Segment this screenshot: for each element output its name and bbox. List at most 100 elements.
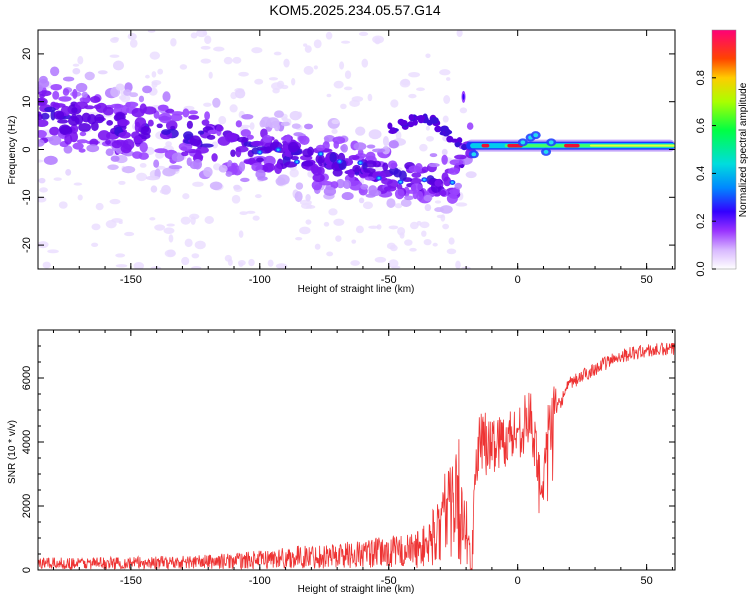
spectral-speckle: [374, 256, 387, 263]
spectral-speckle: [295, 236, 303, 241]
spectral-blob: [341, 192, 354, 201]
spectral-blob: [352, 164, 361, 173]
spectral-blob: [38, 90, 52, 97]
spectral-blob: [274, 163, 283, 175]
spectral-speckle: [335, 235, 342, 242]
spectral-blob: [168, 165, 183, 170]
narrowband-blob-core: [520, 140, 526, 145]
spectral-blob: [178, 142, 193, 152]
spectral-blob: [233, 184, 241, 190]
spectral-speckle: [163, 227, 175, 235]
spectral-blob: [360, 183, 369, 190]
spectral-blob: [382, 146, 391, 155]
spectral-blob: [293, 132, 304, 137]
spectral-blob: [115, 83, 125, 91]
spectral-blob: [50, 110, 56, 121]
spectral-hotspot-core: [319, 152, 323, 156]
spectral-blob: [372, 148, 386, 153]
spectral-speckle: [446, 248, 457, 255]
spectral-speckle: [442, 115, 449, 123]
spectral-blob: [282, 144, 290, 152]
y-tick-label: 10: [21, 96, 33, 108]
spectral-blob: [312, 166, 322, 176]
spectrogram-y-ticks: -20 -10 0 10 20: [21, 48, 675, 253]
spectral-blob: [241, 114, 254, 120]
spectral-branch-blob: [388, 129, 397, 134]
spectral-blob: [353, 142, 367, 151]
spectral-blob: [355, 126, 366, 136]
spectral-speckle: [190, 32, 198, 39]
spectral-speckle: [389, 244, 398, 252]
spectral-speckle: [180, 216, 191, 225]
spectral-speckle: [191, 253, 200, 259]
spectral-blob: [89, 96, 101, 103]
spectral-speckle: [448, 237, 455, 245]
spectral-blob: [330, 181, 339, 189]
spectral-blob: [140, 126, 152, 136]
spectral-speckle: [333, 80, 344, 89]
spectral-speckle: [305, 219, 312, 225]
spectral-blob: [332, 168, 343, 177]
spectral-blob: [434, 207, 444, 213]
spectral-blob: [368, 129, 382, 140]
spectral-speckle: [339, 61, 345, 70]
spectral-speckle: [455, 260, 461, 269]
spectral-blob: [154, 148, 168, 154]
spectral-hotspot-core: [422, 178, 426, 181]
spectral-speckle: [39, 187, 48, 193]
spectral-speckle: [394, 203, 403, 209]
spectral-blob: [188, 114, 200, 120]
spectral-speckle: [254, 78, 264, 85]
x-tick-label: -50: [381, 274, 397, 286]
x-tick-label: -100: [249, 575, 271, 587]
y-tick-label: 0: [21, 567, 33, 573]
spectral-blob: [280, 121, 290, 127]
spectral-blob: [416, 190, 424, 201]
spectral-speckle: [376, 224, 382, 230]
spectral-blob: [340, 143, 348, 153]
spectral-blob: [235, 120, 242, 128]
spectral-blob: [186, 120, 193, 129]
spectral-blob: [287, 141, 299, 153]
spectral-blob: [133, 136, 143, 144]
spectral-speckle: [340, 103, 347, 110]
spectral-blob: [262, 134, 272, 143]
spectral-blob: [48, 135, 62, 146]
spectral-speckle: [408, 71, 421, 78]
spectral-speckle: [326, 93, 332, 98]
spectral-blob: [105, 148, 114, 157]
spectral-speckle: [200, 45, 211, 50]
spectral-blob: [318, 180, 333, 186]
spectral-speckle: [145, 74, 150, 79]
spectral-blob: [230, 149, 236, 157]
spectral-speckle: [267, 259, 274, 267]
spectral-blob: [95, 102, 108, 113]
spectral-blob: [347, 168, 355, 178]
spectral-speckle: [442, 223, 450, 230]
spectral-speckle: [182, 193, 190, 200]
spectral-blob: [424, 203, 432, 212]
spectral-speckle: [109, 198, 121, 205]
narrowband-blob-core: [548, 140, 554, 145]
spectral-speckle: [323, 221, 330, 227]
spectral-speckle: [349, 99, 360, 107]
spectral-speckle: [343, 86, 353, 91]
spectral-blob: [105, 138, 111, 145]
spectral-blob: [50, 83, 63, 91]
spectral-blob: [78, 148, 86, 153]
spectral-speckle: [355, 225, 364, 234]
spectral-blob: [447, 167, 460, 175]
spectral-speckle: [368, 225, 379, 229]
spectral-blob: [299, 135, 310, 146]
spectral-speckle: [192, 181, 204, 187]
spectral-blob: [38, 113, 43, 121]
spectral-speckle: [77, 55, 84, 65]
spectral-speckle: [455, 202, 468, 207]
narrowband-core: [589, 144, 675, 147]
spectral-branch-blob: [434, 125, 442, 133]
spectral-blob: [97, 70, 108, 75]
spectral-blob: [454, 182, 463, 190]
spectral-speckle: [165, 141, 172, 147]
spectral-speckle: [399, 79, 411, 88]
